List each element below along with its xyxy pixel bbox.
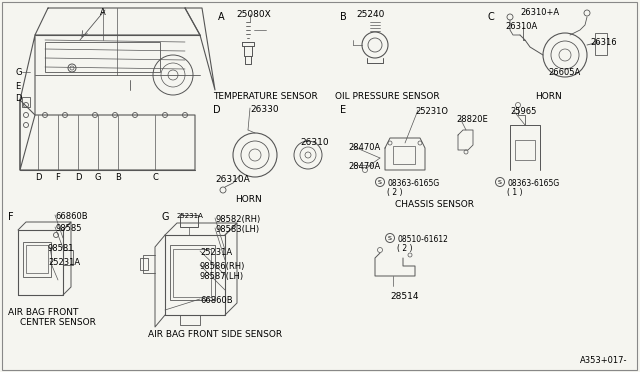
- Text: B: B: [115, 173, 121, 182]
- Bar: [170, 245, 215, 300]
- Text: ( 2 ): ( 2 ): [397, 244, 413, 253]
- Text: TEMPERATURE SENSOR: TEMPERATURE SENSOR: [213, 92, 317, 101]
- Text: AIR BAG FRONT: AIR BAG FRONT: [8, 308, 78, 317]
- Text: ( 1 ): ( 1 ): [507, 188, 522, 197]
- Text: 98582(RH): 98582(RH): [215, 215, 260, 224]
- Text: 28470A: 28470A: [348, 143, 380, 152]
- Text: OIL PRESSURE SENSOR: OIL PRESSURE SENSOR: [335, 92, 440, 101]
- Text: 66860B: 66860B: [55, 212, 88, 221]
- Text: 26605A: 26605A: [548, 68, 580, 77]
- Text: 26310A: 26310A: [505, 22, 537, 31]
- Text: 25231A: 25231A: [177, 213, 204, 219]
- Text: C: C: [488, 12, 495, 22]
- Text: CHASSIS SENSOR: CHASSIS SENSOR: [395, 200, 474, 209]
- Text: 98586(RH): 98586(RH): [200, 262, 245, 271]
- Bar: [45, 42, 160, 72]
- Text: 98581: 98581: [48, 244, 74, 253]
- Text: S: S: [498, 180, 502, 185]
- Text: D: D: [15, 94, 22, 103]
- Text: G: G: [95, 173, 101, 182]
- Bar: [22, 97, 30, 107]
- Text: 25231O: 25231O: [415, 107, 448, 116]
- Bar: [515, 140, 535, 160]
- Text: 25965: 25965: [510, 107, 536, 116]
- Text: 25080X: 25080X: [236, 10, 271, 19]
- Text: AIR BAG FRONT SIDE SENSOR: AIR BAG FRONT SIDE SENSOR: [148, 330, 282, 339]
- Text: D: D: [35, 173, 41, 182]
- Text: 26310A: 26310A: [215, 175, 250, 184]
- Text: 66860B: 66860B: [200, 296, 232, 305]
- Text: F: F: [56, 173, 60, 182]
- Text: 25231A: 25231A: [48, 258, 80, 267]
- Text: A353+017-: A353+017-: [580, 356, 627, 365]
- Bar: [595, 33, 607, 55]
- Bar: [26, 245, 48, 273]
- Text: 28514: 28514: [390, 292, 419, 301]
- Text: ( 2 ): ( 2 ): [387, 188, 403, 197]
- Text: 08363-6165G: 08363-6165G: [507, 179, 559, 188]
- Text: 26316: 26316: [590, 38, 616, 47]
- Text: E: E: [340, 105, 346, 115]
- Text: 98585: 98585: [55, 224, 81, 233]
- Text: 98583(LH): 98583(LH): [215, 225, 259, 234]
- Bar: [393, 146, 415, 164]
- Text: 98587(LH): 98587(LH): [200, 272, 244, 281]
- Text: 28820E: 28820E: [456, 115, 488, 124]
- Text: G: G: [15, 68, 22, 77]
- Text: 28470A: 28470A: [348, 162, 380, 171]
- Text: G: G: [162, 212, 170, 222]
- Text: CENTER SENSOR: CENTER SENSOR: [20, 318, 96, 327]
- Text: HORN: HORN: [235, 195, 261, 204]
- Text: D: D: [213, 105, 221, 115]
- Text: 25240: 25240: [356, 10, 385, 19]
- Text: A: A: [100, 8, 106, 17]
- Text: S: S: [388, 235, 392, 241]
- Text: 08363-6165G: 08363-6165G: [387, 179, 439, 188]
- Text: B: B: [340, 12, 347, 22]
- Bar: [23, 242, 51, 277]
- Text: HORN: HORN: [534, 92, 561, 101]
- Text: 26310+A: 26310+A: [520, 8, 559, 17]
- Text: F: F: [8, 212, 13, 222]
- Bar: [140, 258, 148, 270]
- Text: 26330: 26330: [250, 105, 278, 114]
- Text: 08510-61612: 08510-61612: [397, 235, 448, 244]
- Text: 25231A: 25231A: [200, 248, 232, 257]
- Text: S: S: [378, 180, 382, 185]
- Text: D: D: [75, 173, 81, 182]
- Text: C: C: [152, 173, 158, 182]
- Bar: [173, 249, 211, 297]
- Text: A: A: [218, 12, 225, 22]
- Text: 26310: 26310: [300, 138, 328, 147]
- Text: E: E: [15, 82, 20, 91]
- Bar: [180, 215, 198, 227]
